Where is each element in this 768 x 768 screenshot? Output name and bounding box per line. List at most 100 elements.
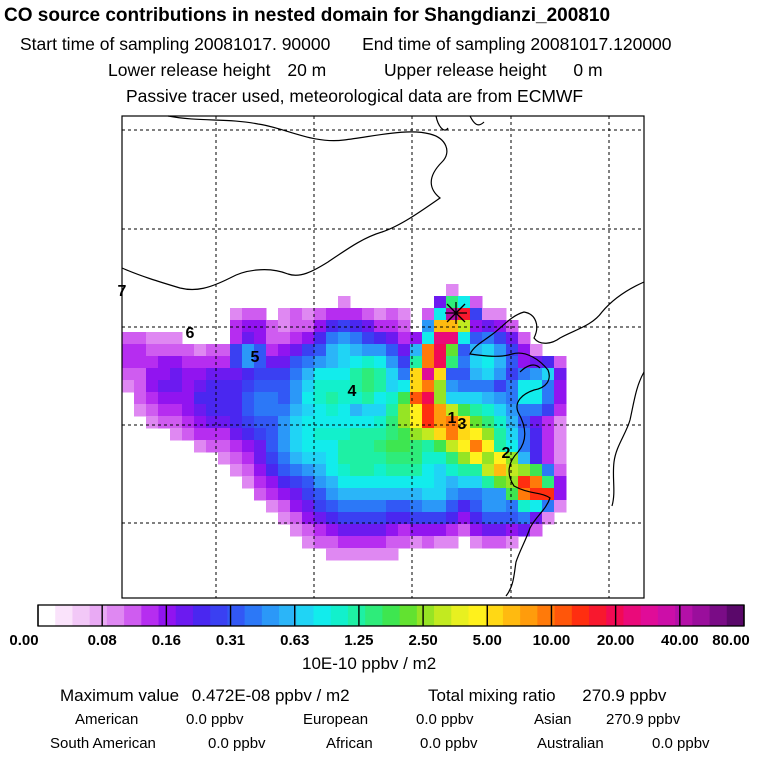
colorbar-swatch <box>365 605 383 626</box>
concentration-cell <box>338 548 351 561</box>
concentration-cell <box>434 296 447 309</box>
concentration-cell <box>314 440 327 453</box>
concentration-cell <box>350 332 363 345</box>
concentration-cell <box>386 548 399 561</box>
colorbar-swatch <box>657 605 676 626</box>
concentration-cell <box>530 404 543 417</box>
concentration-cell <box>362 464 375 477</box>
colorbar-swatch <box>158 605 177 626</box>
colorbar-swatch <box>468 605 487 626</box>
concentration-cell <box>278 356 291 369</box>
concentration-cell <box>338 452 351 465</box>
concentration-cell <box>242 416 255 429</box>
concentration-cell <box>422 308 435 321</box>
concentration-cell <box>350 536 363 549</box>
concentration-cell <box>338 416 351 429</box>
concentration-cell <box>326 476 339 489</box>
colorbar-swatch <box>502 605 521 626</box>
concentration-cell <box>446 452 459 465</box>
concentration-cell <box>506 440 519 453</box>
concentration-cell <box>482 464 495 477</box>
concentration-cell <box>458 344 471 357</box>
coastline <box>121 115 448 291</box>
concentration-cell <box>170 380 183 393</box>
concentration-cell <box>530 440 543 453</box>
concentration-cell <box>434 428 447 441</box>
concentration-cell <box>314 320 327 333</box>
concentration-cell <box>230 356 243 369</box>
concentration-cell <box>434 320 447 333</box>
concentration-cell <box>338 404 351 417</box>
colorbar-swatch <box>537 605 555 626</box>
concentration-cell <box>362 488 375 501</box>
concentration-cell <box>278 392 291 405</box>
upper-height-label: Upper release height <box>384 60 547 80</box>
concentration-cell <box>386 308 399 321</box>
concentration-cell <box>158 332 171 345</box>
concentration-cell <box>554 452 567 465</box>
concentration-cell <box>242 368 255 381</box>
concentration-cell <box>518 380 531 393</box>
concentration-cell <box>302 500 315 513</box>
concentration-cell <box>302 356 315 369</box>
concentration-cell <box>494 356 507 369</box>
concentration-cell <box>134 380 147 393</box>
concentration-cell <box>194 392 207 405</box>
concentration-cell <box>158 344 171 357</box>
end-label: End time of sampling <box>362 34 526 54</box>
concentration-cell <box>482 368 495 381</box>
concentration-cell <box>194 368 207 381</box>
concentration-cell <box>530 488 543 501</box>
concentration-cell <box>542 356 555 369</box>
concentration-cell <box>554 488 567 501</box>
concentration-cell <box>410 476 423 489</box>
concentration-cell <box>386 368 399 381</box>
concentration-cell <box>422 488 435 501</box>
concentration-cell <box>362 368 375 381</box>
coastline <box>435 115 485 131</box>
concentration-cell <box>422 524 435 537</box>
concentration-cell <box>410 536 423 549</box>
concentration-cell <box>470 308 483 321</box>
concentration-cell <box>530 416 543 429</box>
concentration-cell <box>278 344 291 357</box>
concentration-cell <box>374 524 387 537</box>
concentration-cell <box>254 344 267 357</box>
concentration-cell <box>374 476 387 489</box>
concentration-cell <box>446 416 459 429</box>
concentration-cell <box>266 368 279 381</box>
concentration-cell <box>506 524 519 537</box>
concentration-cell <box>170 344 183 357</box>
concentration-cell <box>122 380 135 393</box>
concentration-cell <box>314 404 327 417</box>
concentration-cell <box>506 536 519 549</box>
concentration-cell <box>386 320 399 333</box>
region-value: 0.0 ppbv <box>208 735 266 752</box>
concentration-cell <box>446 368 459 381</box>
concentration-cell <box>194 356 207 369</box>
concentration-cell <box>458 380 471 393</box>
concentration-cell <box>422 452 435 465</box>
concentration-cell <box>446 284 459 297</box>
concentration-cell <box>446 512 459 525</box>
concentration-cell <box>446 488 459 501</box>
concentration-cell <box>398 500 411 513</box>
concentration-cell <box>158 380 171 393</box>
concentration-cell <box>482 524 495 537</box>
colorbar-tick-label: 5.00 <box>472 632 502 649</box>
concentration-cell <box>554 428 567 441</box>
concentration-cell <box>446 476 459 489</box>
max-label: Maximum value <box>60 686 180 705</box>
concentration-cell <box>518 500 531 513</box>
concentration-cell <box>434 380 447 393</box>
concentration-cell <box>386 344 399 357</box>
concentration-cell <box>386 380 399 393</box>
concentration-cell <box>362 536 375 549</box>
concentration-cell <box>254 488 267 501</box>
concentration-cell <box>482 440 495 453</box>
concentration-cell <box>530 452 543 465</box>
concentration-cell <box>542 500 555 513</box>
concentration-cell <box>182 404 195 417</box>
concentration-cell <box>494 500 507 513</box>
concentration-cell <box>482 488 495 501</box>
